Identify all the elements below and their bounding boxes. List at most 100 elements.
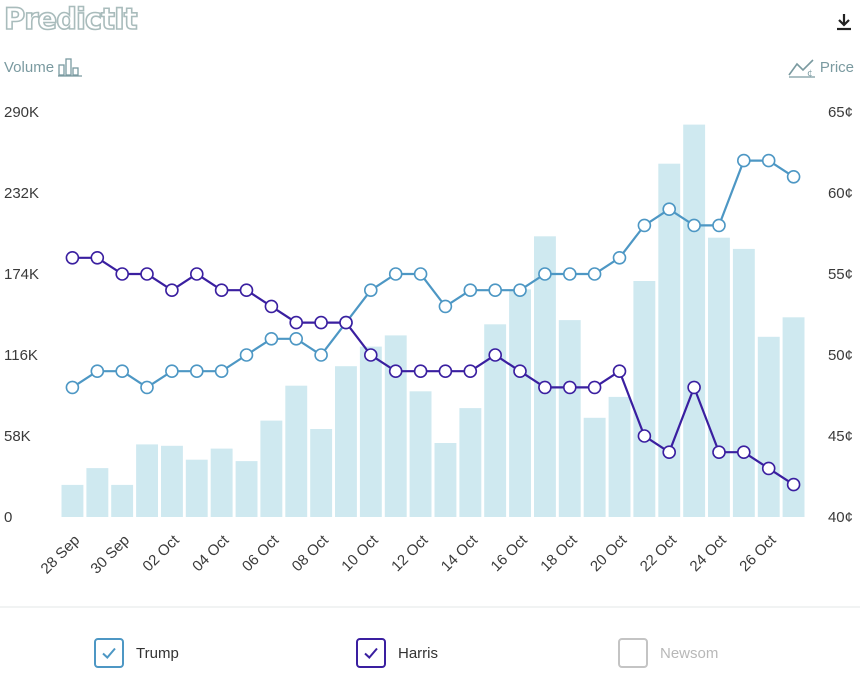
trump-price-point-19[interactable] bbox=[538, 267, 552, 281]
legend-item-harris[interactable]: Harris bbox=[356, 638, 438, 668]
trump-price-point-12[interactable] bbox=[363, 283, 378, 298]
harris-price-point-28[interactable] bbox=[761, 461, 776, 476]
harris-checkbox[interactable] bbox=[356, 638, 386, 668]
volume-bar-12 bbox=[359, 346, 382, 517]
trump-checkbox[interactable] bbox=[94, 638, 124, 668]
volume-bar-24 bbox=[658, 163, 681, 517]
trump-price-point-6[interactable] bbox=[214, 364, 229, 379]
trump-price-point-22[interactable] bbox=[612, 250, 627, 265]
trump-price-point-26[interactable] bbox=[712, 218, 726, 233]
harris-price-point-26[interactable] bbox=[712, 445, 726, 460]
harris-price-point-10[interactable] bbox=[314, 315, 328, 330]
legend-item-newsom[interactable]: Newsom bbox=[618, 638, 718, 668]
divider bbox=[0, 606, 860, 608]
harris-price-point-3[interactable] bbox=[140, 267, 154, 281]
harris-price-point-11[interactable] bbox=[339, 315, 353, 330]
volume-bar-18 bbox=[509, 289, 531, 517]
date-axis: 28 Sep 30 Sep 02 Oct 04 Oct 06 Oct 08 Oct 10 O… bbox=[38, 531, 781, 577]
trump-price-point-2[interactable] bbox=[115, 364, 129, 379]
date-tick-label: 14 Oct bbox=[438, 531, 482, 575]
harris-price-point-25[interactable] bbox=[687, 380, 701, 395]
download-icon[interactable] bbox=[832, 10, 856, 34]
date-tick-label: 26 Oct bbox=[736, 531, 780, 575]
date-tick-label: 04 Oct bbox=[189, 531, 233, 575]
trump-price-point-4[interactable] bbox=[165, 364, 179, 379]
date-tick-label: 18 Oct bbox=[537, 531, 581, 575]
trump-price-point-15[interactable] bbox=[438, 299, 453, 314]
volume-bar-21 bbox=[583, 417, 606, 517]
trump-price-point-7[interactable] bbox=[239, 348, 254, 362]
harris-price-point-22[interactable] bbox=[612, 364, 627, 379]
harris-price-point-20[interactable] bbox=[562, 380, 577, 395]
price-tick-label: 65¢ bbox=[828, 104, 853, 121]
trump-price-point-29[interactable] bbox=[786, 170, 801, 184]
harris-price-point-15[interactable] bbox=[438, 364, 453, 379]
price-tick-label: 40¢ bbox=[828, 509, 853, 526]
volume-bars bbox=[61, 124, 805, 518]
legend-item-trump[interactable]: Trump bbox=[94, 638, 179, 668]
harris-price-point-13[interactable] bbox=[388, 364, 403, 379]
trump-price-point-27[interactable] bbox=[736, 153, 751, 168]
harris-price-point-7[interactable] bbox=[239, 283, 254, 298]
trump-price-point-1[interactable] bbox=[90, 364, 105, 379]
harris-price-point-2[interactable] bbox=[115, 267, 129, 281]
harris-price-point-21[interactable] bbox=[587, 380, 602, 395]
harris-price-point-18[interactable] bbox=[513, 364, 527, 379]
volume-bar-5 bbox=[185, 459, 208, 517]
trump-price-point-25[interactable] bbox=[687, 218, 701, 233]
harris-price-point-19[interactable] bbox=[538, 380, 552, 395]
trump-price-point-0[interactable] bbox=[65, 380, 80, 395]
predictit-logo: PredictIt bbox=[3, 1, 138, 37]
volume-bar-6 bbox=[210, 448, 233, 517]
trump-price-point-24[interactable] bbox=[662, 202, 677, 216]
harris-price-point-5[interactable] bbox=[190, 267, 204, 281]
harris-price-point-27[interactable] bbox=[736, 445, 751, 460]
volume-tick-label: 232K bbox=[4, 185, 39, 202]
harris-price-point-4[interactable] bbox=[165, 283, 179, 298]
volume-bar-4 bbox=[161, 445, 183, 517]
volume-bar-2 bbox=[111, 484, 134, 517]
trump-price-point-13[interactable] bbox=[388, 267, 403, 281]
trump-price-point-20[interactable] bbox=[562, 267, 577, 281]
trump-price-point-28[interactable] bbox=[761, 153, 776, 168]
harris-price-point-17[interactable] bbox=[488, 348, 503, 362]
trump-price-point-8[interactable] bbox=[264, 331, 279, 346]
trump-price-point-9[interactable] bbox=[289, 331, 304, 346]
harris-price-point-1[interactable] bbox=[90, 250, 105, 265]
trump-price-point-5[interactable] bbox=[190, 364, 204, 379]
harris-price-point-6[interactable] bbox=[214, 283, 229, 298]
volume-bar-9 bbox=[285, 385, 308, 517]
harris-price-point-14[interactable] bbox=[413, 364, 428, 379]
trump-price-point-14[interactable] bbox=[413, 267, 428, 281]
volume-bar-3 bbox=[136, 444, 158, 517]
harris-price-point-29[interactable] bbox=[786, 477, 801, 492]
volume-bar-27 bbox=[732, 248, 755, 517]
trump-price-point-10[interactable] bbox=[314, 348, 328, 362]
date-tick-label: 22 Oct bbox=[637, 531, 681, 575]
harris-price-point-12[interactable] bbox=[363, 348, 378, 362]
trump-price-point-16[interactable] bbox=[463, 283, 478, 298]
volume-bar-11 bbox=[335, 366, 357, 517]
legend-label-newsom: Newsom bbox=[660, 644, 719, 662]
harris-price-point-0[interactable] bbox=[65, 250, 80, 265]
harris-price-point-9[interactable] bbox=[289, 315, 304, 330]
newsom-checkbox[interactable] bbox=[618, 638, 648, 668]
trump-price-point-21[interactable] bbox=[587, 267, 602, 281]
harris-price-point-24[interactable] bbox=[662, 445, 677, 460]
volume-tick-label: 116K bbox=[4, 347, 38, 364]
trump-price-point-17[interactable] bbox=[488, 283, 503, 298]
price-label: Price bbox=[819, 58, 854, 76]
volume-bar-29 bbox=[782, 317, 805, 517]
candidate-legend: Trump Harris Newsom bbox=[0, 620, 860, 676]
date-tick-label: 20 Oct bbox=[587, 531, 631, 575]
volume-bar-0 bbox=[61, 484, 84, 517]
trump-price-point-18[interactable] bbox=[513, 283, 527, 298]
harris-price-point-16[interactable] bbox=[463, 364, 478, 379]
harris-price-point-8[interactable] bbox=[264, 299, 279, 314]
trump-price-point-3[interactable] bbox=[140, 380, 154, 395]
harris-price-point-23[interactable] bbox=[637, 429, 652, 443]
price-tick-label: 50¢ bbox=[828, 347, 853, 364]
volume-bar-25 bbox=[683, 124, 706, 517]
trump-price-point-23[interactable] bbox=[637, 218, 652, 233]
